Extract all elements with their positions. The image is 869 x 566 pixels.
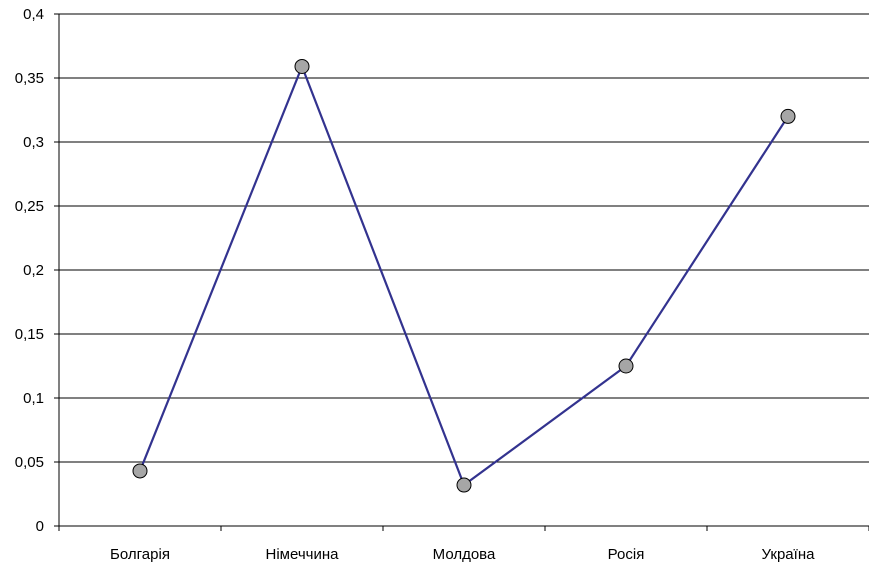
y-tick-label: 0,15: [15, 326, 44, 343]
series-line: [138, 63, 789, 487]
data-point: [132, 463, 148, 479]
y-tick-label: 0: [36, 518, 44, 535]
data-point: [294, 58, 310, 74]
y-tick-label: 0,05: [15, 454, 44, 471]
x-axis-tick-labels: Болгарія Німеччина Молдова Росія Україна: [110, 546, 815, 563]
x-tick-label: Україна: [762, 546, 816, 563]
y-tick-label: 0,3: [23, 134, 44, 151]
grid-lines: [59, 13, 869, 463]
series: [132, 58, 796, 493]
y-tick-label: 0,35: [15, 70, 44, 87]
data-point: [780, 108, 796, 124]
x-tick-label: Німеччина: [266, 546, 340, 563]
y-tick-label: 0,4: [23, 6, 44, 23]
y-tick-label: 0,2: [23, 262, 44, 279]
x-tick-label: Болгарія: [110, 546, 170, 563]
axes: [54, 13, 869, 531]
y-axis-tick-labels: 0 0,05 0,1 0,15 0,2 0,25 0,3 0,35 0,4: [15, 6, 44, 535]
data-point: [456, 477, 472, 493]
data-point: [618, 358, 634, 374]
x-tick-label: Росія: [608, 546, 645, 563]
y-tick-label: 0,25: [15, 198, 44, 215]
y-tick-label: 0,1: [23, 390, 44, 407]
x-tick-label: Молдова: [433, 546, 496, 563]
